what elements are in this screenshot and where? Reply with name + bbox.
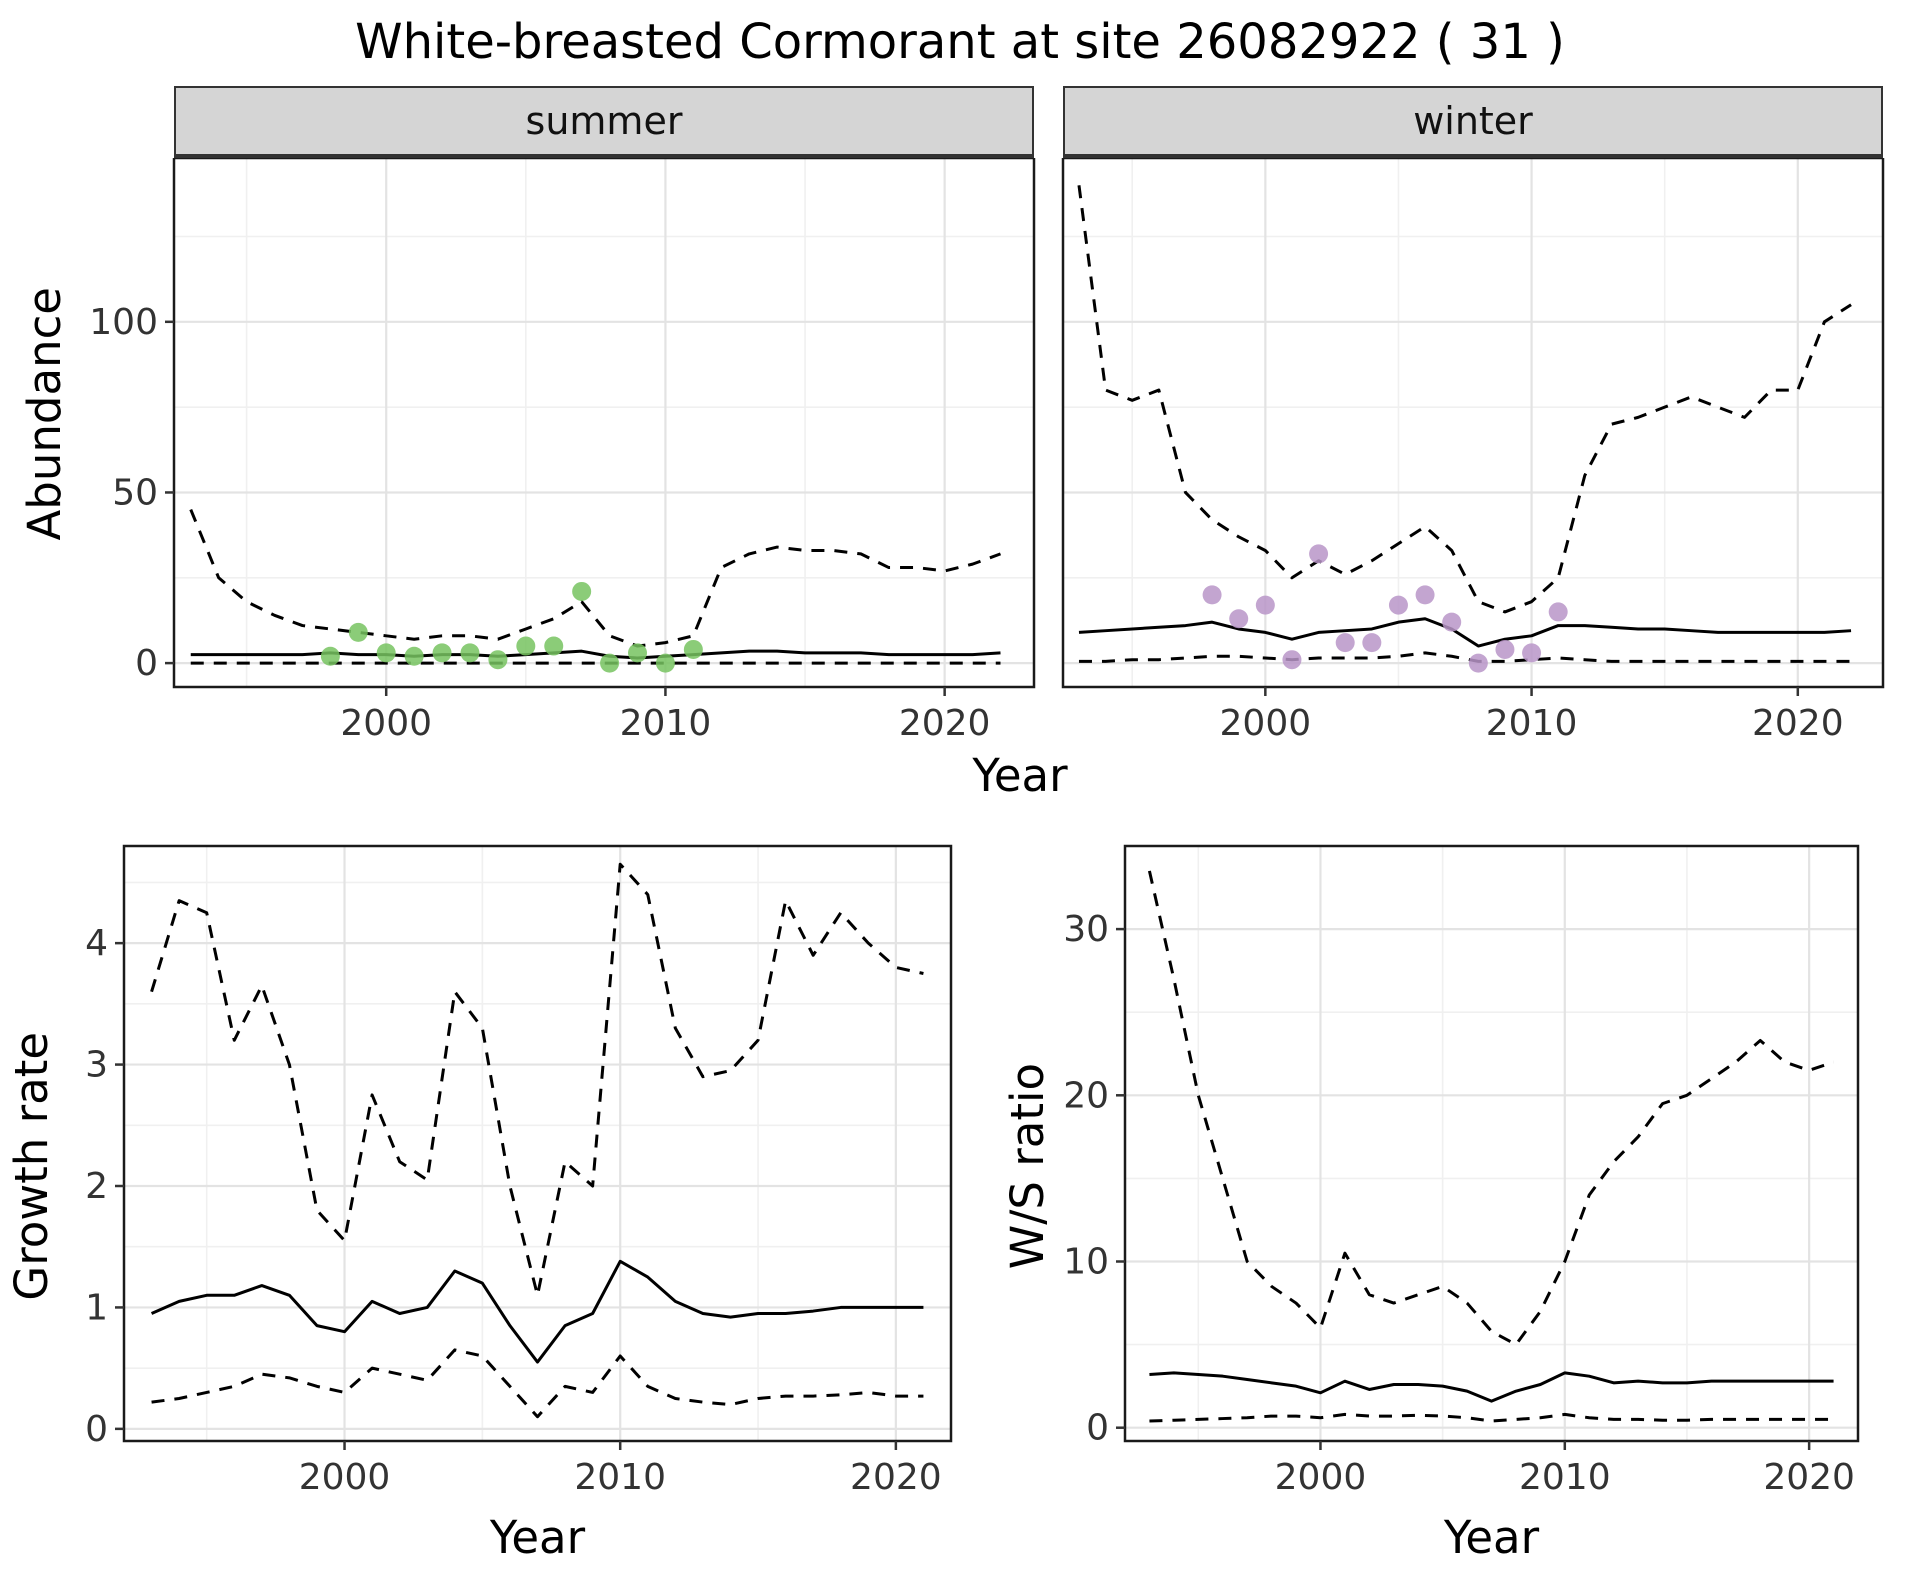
abundance-y-axis-label-wrap: Abundance (0, 86, 89, 742)
winter-abundance-chart: 2000 2010 2020 (1061, 158, 1885, 744)
svg-text:2020: 2020 (850, 1457, 942, 1498)
figure-title: White-breasted Cormorant at site 2608292… (355, 14, 1565, 70)
facet-strip-summer: summer (174, 86, 1034, 158)
svg-text:1: 1 (85, 1287, 108, 1328)
svg-text:2000: 2000 (299, 1457, 391, 1498)
ws-ratio-block: W/S ratio 2000 2010 2020 0 10 20 30 Year (997, 836, 1873, 1564)
svg-text:2020: 2020 (899, 703, 991, 744)
summer-abundance-chart: 2000 2010 2020 0 50 100 (89, 158, 1036, 744)
svg-text:2020: 2020 (1752, 703, 1844, 744)
growth-rate-y-axis-label-wrap: Growth rate (0, 836, 62, 1496)
growth-rate-x-axis-label: Year (489, 1511, 586, 1564)
svg-text:2000: 2000 (1220, 703, 1312, 744)
svg-text:20: 20 (1063, 1075, 1109, 1116)
svg-text:2000: 2000 (340, 703, 432, 744)
figure: White-breasted Cormorant at site 2608292… (0, 14, 1920, 1564)
svg-text:4: 4 (85, 923, 108, 964)
top-x-axis-label: Year (972, 749, 1068, 802)
svg-text:100: 100 (89, 302, 158, 343)
svg-text:2010: 2010 (1519, 1457, 1611, 1498)
svg-text:2010: 2010 (574, 1457, 666, 1498)
facet-winter: winter 2000 2010 2020 (1051, 86, 1898, 745)
svg-text:10: 10 (1063, 1242, 1109, 1283)
growth-rate-y-axis-label: Growth rate (4, 1031, 58, 1301)
svg-text:0: 0 (85, 1409, 108, 1450)
growth-rate-block: Growth rate 2000 2010 2020 0 1 2 3 4 Year (0, 836, 966, 1564)
derived-metrics-row: Growth rate 2000 2010 2020 0 1 2 3 4 Year W/S r… (0, 836, 1920, 1564)
svg-text:2: 2 (85, 1166, 108, 1207)
svg-text:2010: 2010 (1486, 703, 1578, 744)
abundance-y-axis-label: Abundance (18, 287, 71, 541)
svg-text:50: 50 (112, 472, 158, 513)
growth-rate-chart: 2000 2010 2020 0 1 2 3 4 (85, 844, 953, 1498)
ws-ratio-chart: 2000 2010 2020 0 10 20 30 (1063, 844, 1860, 1498)
svg-text:2000: 2000 (1275, 1457, 1367, 1498)
svg-text:3: 3 (85, 1045, 108, 1086)
facet-summer: summer 2000 2010 2020 0 50 100 (89, 86, 1044, 745)
ws-ratio-x-axis-label: Year (1443, 1511, 1540, 1564)
svg-text:0: 0 (1086, 1408, 1109, 1449)
ws-ratio-y-axis-label-wrap: W/S ratio (997, 836, 1057, 1496)
svg-text:2010: 2010 (620, 703, 712, 744)
facet-strip-winter: winter (1063, 86, 1883, 158)
svg-text:0: 0 (135, 643, 158, 684)
abundance-facet-row: Abundance summer 2000 2010 2020 0 50 100 wint… (0, 86, 1920, 745)
svg-text:2020: 2020 (1763, 1457, 1855, 1498)
svg-text:30: 30 (1063, 909, 1109, 950)
ws-ratio-y-axis-label: W/S ratio (1000, 1062, 1054, 1270)
